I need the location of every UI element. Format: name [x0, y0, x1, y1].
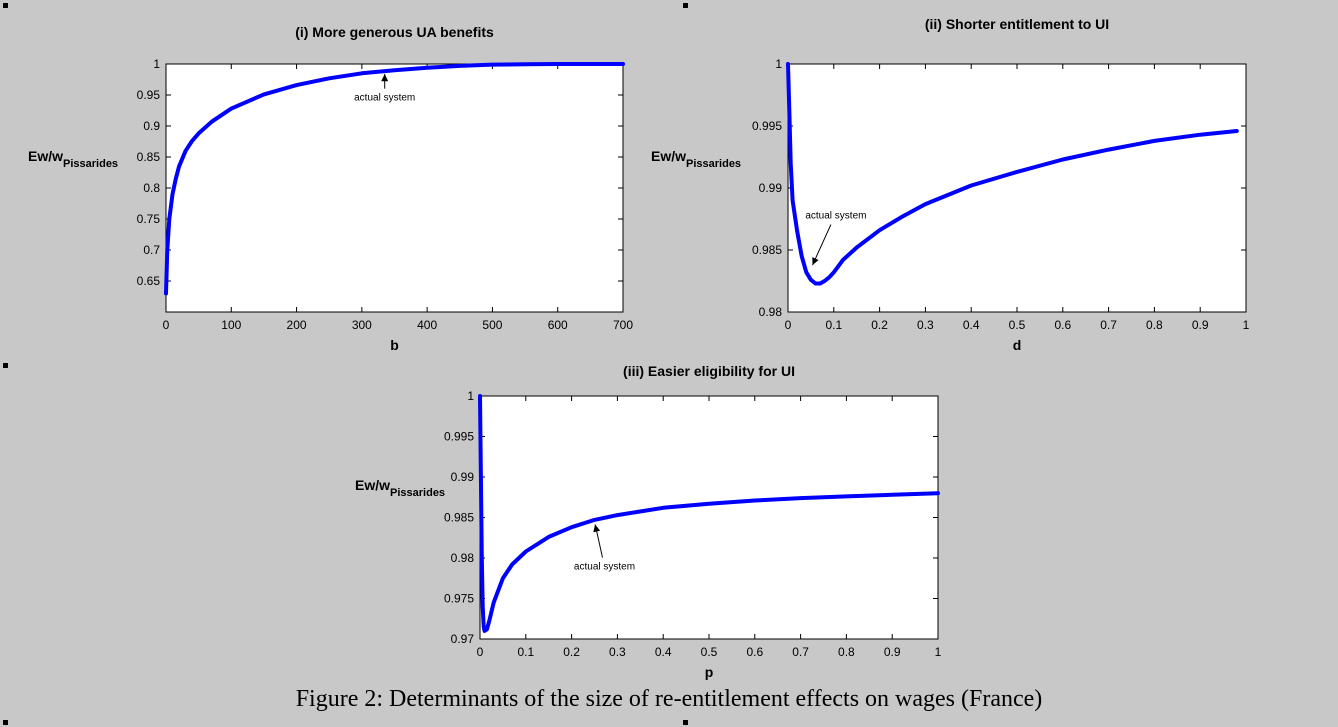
x-tick-label: 0.4 — [655, 645, 672, 659]
x-tick-label: 500 — [482, 318, 502, 332]
x-tick-label: 0.6 — [1054, 318, 1071, 332]
x-tick-label: 0.3 — [917, 318, 934, 332]
annotation-label: actual system — [354, 93, 415, 104]
selection-handle-bottom-left[interactable] — [3, 720, 8, 725]
x-tick-label: 0 — [163, 318, 170, 332]
series-line — [786, 62, 1239, 286]
y-tick-label: 0.97 — [451, 632, 475, 646]
y-axis-label: Ew/wPissarides — [28, 148, 118, 170]
y-tick-label: 0.985 — [752, 243, 782, 257]
y-tick-label: 1 — [153, 57, 160, 71]
annotation-arrow-head — [381, 74, 389, 82]
x-tick-label: 0.1 — [517, 645, 534, 659]
y-tick-label: 0.975 — [444, 592, 474, 606]
y-axis-label: Ew/wPissarides — [355, 477, 445, 499]
selection-handle-middle-left[interactable] — [3, 363, 8, 368]
y-tick-label: 0.995 — [444, 430, 474, 444]
x-tick-label: 0.7 — [792, 645, 809, 659]
x-tick-label: 100 — [221, 318, 241, 332]
y-tick-label: 0.99 — [759, 181, 783, 195]
x-tick-label: 0.2 — [563, 645, 580, 659]
series-line — [164, 62, 625, 296]
charts-layer: 0 100 200 300 400 500 600 7000.650.70.750.80.85… — [28, 16, 1250, 680]
selection-handle-bottom-middle[interactable] — [683, 720, 688, 725]
y-tick-label: 0.8 — [143, 181, 160, 195]
selection-handle-top-middle[interactable] — [683, 3, 688, 8]
chart-3: 0 0.1 0.2 0.3 0.4 0.5 0.6 0.7 0.8 0.9 1 0.97 0.975 0.… — [355, 363, 942, 680]
x-tick-label: 0.9 — [884, 645, 901, 659]
x-tick-label: 0.8 — [1146, 318, 1163, 332]
y-axis-label-subscript: Pissarides — [63, 158, 118, 170]
y-tick-label: 0.85 — [137, 150, 161, 164]
y-tick-label: 0.65 — [137, 274, 161, 288]
x-tick-label: 600 — [548, 318, 568, 332]
selection-handle-top-left[interactable] — [3, 3, 8, 8]
y-axis-label-main: Ew/w — [651, 148, 686, 164]
x-tick-label: 0.6 — [746, 645, 763, 659]
x-tick-label: 200 — [287, 318, 307, 332]
x-tick-label: 0.1 — [825, 318, 842, 332]
series-line — [478, 394, 940, 633]
annotation-label: actual system — [574, 562, 635, 573]
y-tick-label: 0.75 — [137, 212, 161, 226]
x-axis-label: b — [390, 337, 399, 353]
chart-title: (iii) Easier eligibility for UI — [623, 363, 795, 379]
x-tick-label: 0.4 — [963, 318, 980, 332]
x-tick-label: 0.8 — [838, 645, 855, 659]
x-tick-label: 400 — [417, 318, 437, 332]
y-tick-label: 0.9 — [143, 119, 160, 133]
annotation-arrow-head — [593, 524, 601, 533]
y-tick-label: 0.99 — [451, 470, 475, 484]
y-tick-label: 1 — [775, 57, 782, 71]
x-tick-label: 0 — [477, 645, 484, 659]
y-axis-label-subscript: Pissarides — [390, 487, 445, 499]
y-tick-label: 0.98 — [759, 305, 783, 319]
plot-area — [479, 395, 939, 640]
y-tick-label: 0.995 — [752, 119, 782, 133]
x-tick-label: 1 — [1243, 318, 1250, 332]
plot-area — [787, 63, 1247, 313]
x-tick-label: 0.2 — [871, 318, 888, 332]
y-tick-label: 0.985 — [444, 511, 474, 525]
y-tick-label: 1 — [467, 389, 474, 403]
x-tick-label: 0 — [785, 318, 792, 332]
chart-1: 0 100 200 300 400 500 600 700 0.65 0.7 0.75 0.8 0.85… — [28, 24, 633, 353]
x-tick-label: 0.5 — [701, 645, 718, 659]
x-tick-label: 300 — [352, 318, 372, 332]
y-axis-label: Ew/wPissarides — [651, 148, 741, 170]
y-axis-label-main: Ew/w — [28, 148, 63, 164]
annotation-arrow-shaft — [812, 224, 832, 266]
x-tick-label: 1 — [935, 645, 942, 659]
chart-2: 0 0.1 0.2 0.3 0.4 0.5 0.6 0.7 0.8 0.9 1 0.98 0.985 0.… — [651, 16, 1250, 353]
x-tick-label: 0.7 — [1100, 318, 1117, 332]
y-axis-label-main: Ew/w — [355, 477, 390, 493]
y-axis-label-subscript: Pissarides — [686, 158, 741, 170]
x-axis-label: p — [705, 664, 714, 680]
x-tick-label: 700 — [613, 318, 633, 332]
annotation-label: actual system — [805, 211, 866, 222]
y-tick-label: 0.95 — [137, 88, 161, 102]
annotation-arrow-head — [812, 257, 819, 266]
chart-title: (i) More generous UA benefits — [295, 24, 494, 40]
chart-title: (ii) Shorter entitlement to UI — [925, 16, 1109, 32]
y-tick-label: 0.7 — [143, 243, 160, 257]
x-tick-label: 0.3 — [609, 645, 626, 659]
y-tick-label: 0.98 — [451, 551, 475, 565]
x-axis-label: d — [1013, 337, 1022, 353]
x-tick-label: 0.9 — [1192, 318, 1209, 332]
x-tick-label: 0.5 — [1009, 318, 1026, 332]
figure-caption: Figure 2: Determinants of the size of re… — [295, 686, 1043, 712]
